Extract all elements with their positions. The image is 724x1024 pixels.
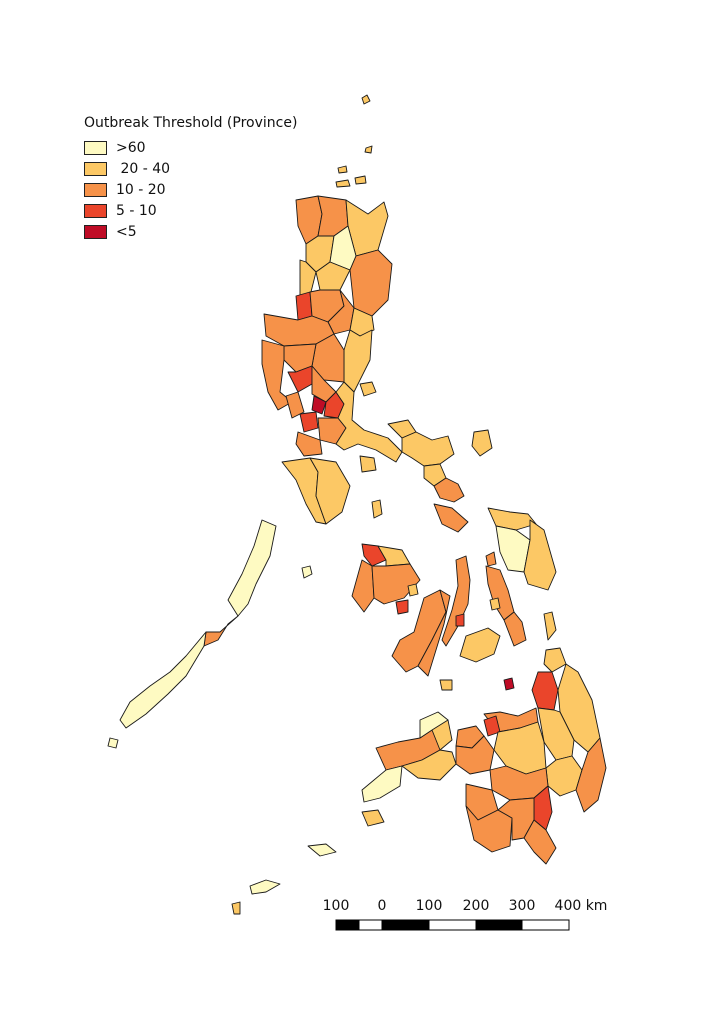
province-iloilo — [371, 563, 421, 605]
province-negros-oriental — [417, 589, 451, 677]
legend-label-lt5: <5 — [116, 223, 137, 240]
province-lanao-sur — [455, 735, 495, 775]
scale-label-200: 200 — [463, 898, 490, 914]
province-agusan-sur — [537, 707, 575, 761]
scale-label-400-km: 400 km — [555, 898, 608, 914]
province-palawan-north — [227, 519, 277, 617]
scale-segment-5 — [475, 919, 523, 931]
legend-item-5-10: 5 - 10 — [84, 200, 297, 221]
legend-swatch-5-10 — [84, 203, 107, 218]
province-sulu — [307, 843, 337, 857]
scale-segment-2 — [358, 919, 383, 931]
legend-label-gt60: >60 — [116, 139, 146, 156]
province-zamboanga-sibugay — [419, 711, 449, 739]
legend-item-20-40: 20 - 40 — [84, 158, 297, 179]
legend-label-20-40: 20 - 40 — [116, 160, 171, 177]
province-southern-leyte — [503, 611, 527, 647]
province-leyte — [485, 565, 515, 621]
legend-label-5-10: 5 - 10 — [116, 202, 157, 219]
province-catanduanes — [471, 429, 493, 457]
province-cavite — [299, 411, 319, 433]
legend-item-gt60: >60 — [84, 137, 297, 158]
scale-bar: 100 0 100 200 300 400 km — [323, 898, 608, 931]
province-balabac — [107, 737, 119, 749]
province-biliran — [485, 551, 497, 567]
province-cebu-city — [455, 613, 465, 627]
province-surigao-norte — [543, 647, 567, 673]
province-guimaras — [407, 583, 419, 597]
province-babuyan — [337, 165, 348, 174]
scale-segment-6 — [521, 919, 570, 931]
province-sarangani — [523, 819, 557, 865]
province-calamian — [301, 565, 313, 579]
scale-segment-1 — [335, 919, 360, 931]
legend: Outbreak Threshold (Province) >60 20 - 4… — [84, 115, 297, 242]
province-metro-manila — [311, 395, 327, 415]
legend-item-lt5: <5 — [84, 221, 297, 242]
mindanao-provinces — [231, 647, 607, 915]
province-davao-oriental — [575, 737, 607, 813]
legend-swatch-10-20 — [84, 182, 107, 197]
scale-segment-4 — [428, 919, 477, 931]
scale-label-100-left: 100 — [323, 898, 350, 914]
province-zamboanga-peninsula-west — [361, 765, 403, 803]
province-oriental-mindoro — [309, 457, 351, 525]
province-antique — [351, 559, 375, 613]
province-isabela — [349, 249, 393, 317]
province-babuyan-3 — [354, 175, 367, 185]
province-dinagat — [543, 611, 557, 641]
province-cebu — [441, 555, 471, 647]
province-sorsogon — [433, 477, 465, 503]
province-batangas — [295, 431, 323, 457]
province-camarines-sur — [401, 431, 455, 467]
province-la-union — [295, 291, 313, 321]
province-mt-province — [315, 261, 351, 291]
legend-swatch-lt5 — [84, 224, 107, 239]
province-camotes — [489, 597, 501, 611]
province-marinduque — [359, 455, 377, 473]
province-northern-samar — [487, 507, 537, 531]
province-tawi-tawi — [249, 879, 281, 895]
province-eastern-samar — [523, 519, 557, 591]
province-quezon — [335, 381, 403, 463]
legend-label-10-20: 10 - 20 — [116, 181, 166, 198]
scale-segment-3 — [381, 919, 430, 931]
mimaropa-provinces — [107, 457, 383, 749]
legend-swatch-20-40 — [84, 161, 107, 176]
province-polillo — [359, 381, 377, 397]
province-tawi-tawi-2 — [231, 901, 241, 915]
province-batanes — [361, 94, 371, 105]
province-romblon — [371, 499, 383, 519]
province-camiguin — [503, 677, 515, 691]
province-bataan — [285, 391, 305, 419]
province-agusan-norte — [531, 671, 559, 711]
legend-item-10-20: 10 - 20 — [84, 179, 297, 200]
province-sultan-kudarat — [465, 805, 513, 853]
province-masbate — [433, 503, 469, 533]
legend-title: Outbreak Threshold (Province) — [84, 115, 298, 131]
province-ilocos-sur — [299, 259, 317, 301]
province-bohol — [459, 627, 501, 663]
province-palawan-south — [119, 631, 207, 729]
scale-label-0: 0 — [378, 898, 387, 914]
province-zamboanga-sur — [401, 749, 457, 781]
visayas-provinces — [351, 507, 557, 691]
province-puerto-princesa — [203, 615, 239, 647]
scale-label-100: 100 — [416, 898, 443, 914]
legend-swatch-gt60 — [84, 140, 107, 155]
province-batanes-2 — [364, 145, 373, 154]
province-basilan — [361, 809, 385, 827]
province-bacolod — [395, 599, 409, 615]
luzon-provinces — [261, 195, 493, 533]
northern-islands — [335, 94, 373, 188]
province-babuyan-2 — [335, 179, 351, 188]
province-siquijor — [439, 679, 453, 691]
scale-label-300: 300 — [509, 898, 536, 914]
